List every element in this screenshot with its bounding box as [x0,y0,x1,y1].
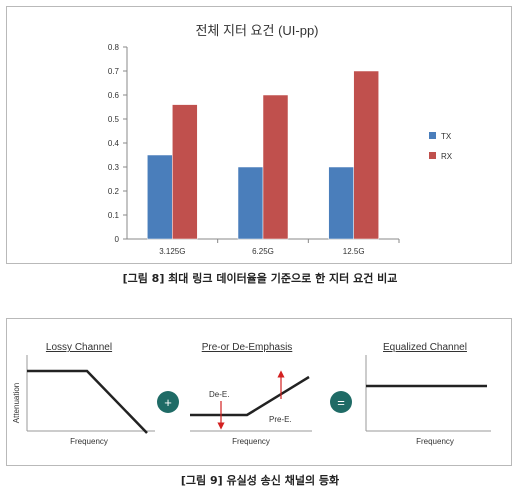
y-tick-label: 0.8 [108,43,120,52]
equals-operator: = [330,391,352,413]
equalized-channel-plot: Equalized Channel Frequency [365,342,491,446]
y-tick-label: 0 [115,235,120,244]
bar-tx-6_25G [237,166,264,240]
lossy-channel-title: Lossy Channel [46,342,112,353]
lossy-x-label: Frequency [70,437,108,446]
figure-9-caption: [그림 9] 유실성 송신 채널의 등화 [180,474,340,487]
svg-text:+: + [164,395,172,410]
y-tick-label: 0.3 [108,163,120,172]
lossy-channel-plot: Lossy Channel Attenuation Frequency [12,342,155,446]
emphasis-x-label: Frequency [232,437,270,446]
bar-rx-6_25G [262,94,289,240]
equalized-channel-title: Equalized Channel [383,342,467,353]
y-tick-label: 0.5 [108,115,120,124]
y-tick-label: 0.6 [108,91,120,100]
y-tick-label: 0.7 [108,67,120,76]
equalized-x-label: Frequency [416,437,454,446]
plus-operator: + [157,391,179,413]
lossy-y-label: Attenuation [12,383,21,423]
chart-title: 전체 지터 요건 (UI-pp) [195,23,318,38]
emphasis-plot: Pre-or De-Emphasis De-E. Pre-E. Frequenc… [190,342,312,446]
figure-8-panel: 전체 지터 요건 (UI-pp) 0 0.1 0.2 0.3 0.4 0.5 0.6 0.7 0… [6,6,512,264]
bar-tx-12_5G [328,166,354,240]
figure-8-caption: [그림 8] 최대 링크 데이터율을 기준으로 한 지터 요건 비교 [122,272,398,285]
x-tick-label: 12.5G [343,247,365,256]
de-emphasis-label: De-E. [209,390,229,399]
bar-tx-3_125G [147,154,173,240]
emphasis-title: Pre-or De-Emphasis [202,342,293,353]
legend-swatch-rx [429,152,436,159]
emphasis-curve [190,375,310,417]
figure-9-panel: Lossy Channel Attenuation Frequency + Pr… [6,318,512,466]
pre-emphasis-label: Pre-E. [269,415,292,424]
svg-text:=: = [337,395,345,410]
jitter-bar-chart: 전체 지터 요건 (UI-pp) 0 0.1 0.2 0.3 0.4 0.5 0.6 0.7 0… [108,23,453,256]
legend-label-tx: TX [441,132,452,141]
y-tick-label: 0.4 [108,139,120,148]
bar-rx-3_125G [172,104,198,240]
x-tick-label: 6.25G [252,247,274,256]
y-tick-label: 0.1 [108,211,120,220]
bar-rx-12_5G [353,70,379,240]
equalization-diagram: Lossy Channel Attenuation Frequency + Pr… [12,342,491,446]
x-tick-label: 3.125G [159,247,185,256]
lossy-response-curve [27,369,148,434]
legend-swatch-tx [429,132,436,139]
legend-label-rx: RX [441,152,453,161]
y-tick-label: 0.2 [108,187,120,196]
